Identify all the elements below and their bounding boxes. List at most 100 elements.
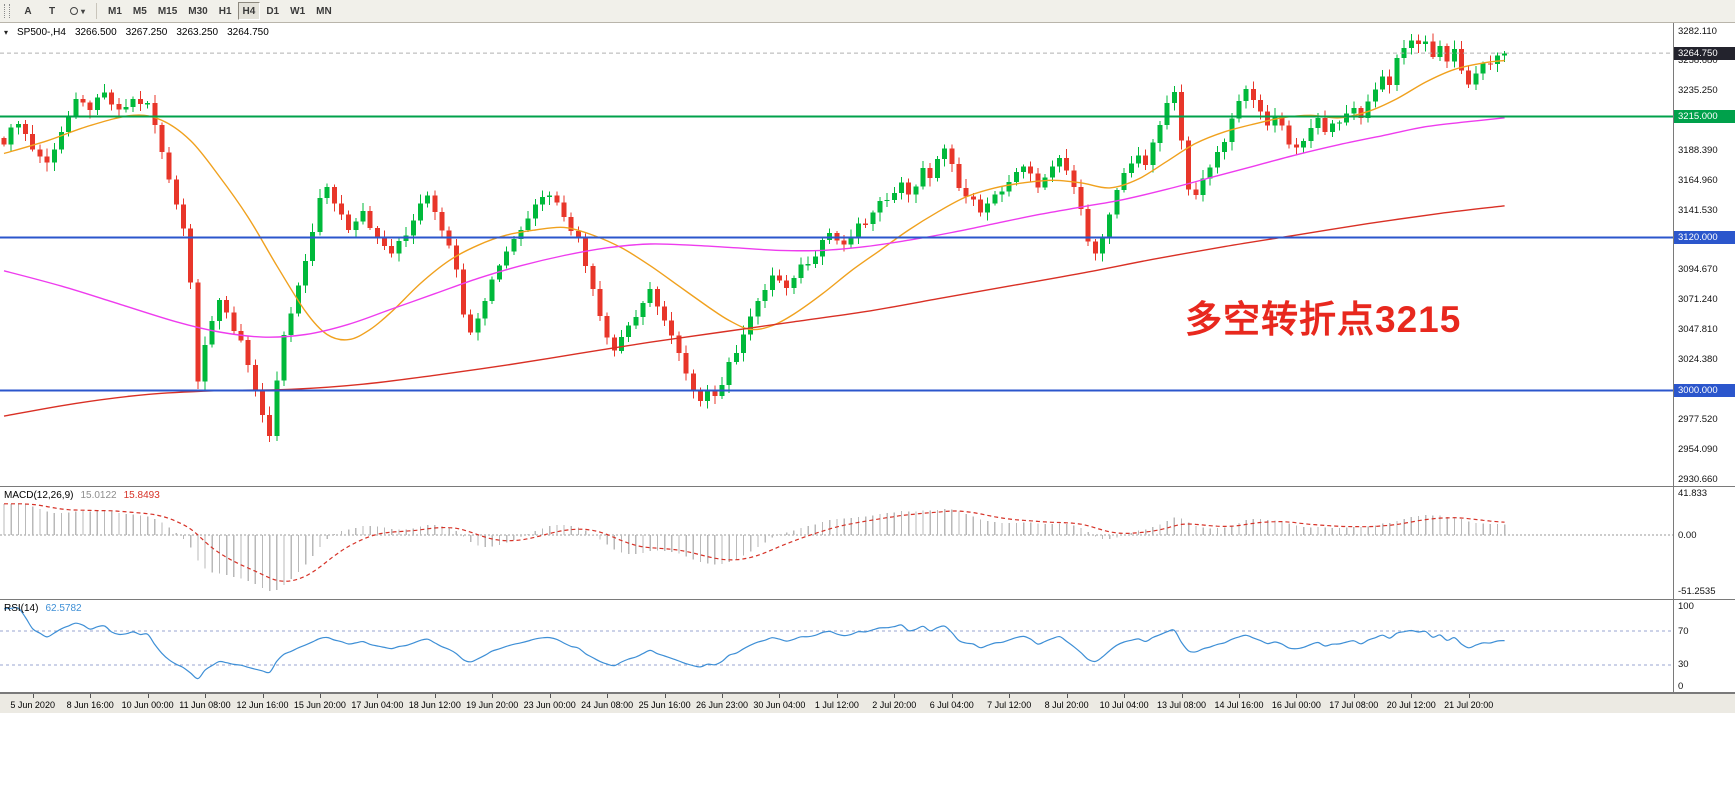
time-axis-tick: [1124, 694, 1126, 698]
moving-average-medium: [3, 117, 1505, 338]
timeframe-button-m15[interactable]: M15: [153, 2, 182, 20]
time-axis-label: 8 Jul 20:00: [1044, 700, 1089, 710]
macd-header: MACD(12,26,9) 15.0122 15.8493: [4, 490, 160, 501]
price-axis-label: 3188.390: [1678, 145, 1718, 156]
hline-price-label: 3000.000: [1674, 384, 1735, 398]
time-axis-label: 12 Jun 16:00: [236, 700, 289, 710]
time-axis-label: 25 Jun 16:00: [638, 700, 691, 710]
time-axis-tick: [549, 694, 551, 698]
macd-chart[interactable]: [0, 487, 1673, 599]
toolbar-drag-handle[interactable]: [4, 4, 10, 18]
timeframe-button-mn[interactable]: MN: [311, 2, 337, 20]
macd-axis[interactable]: 41.833 0.00 -51.2535: [1673, 487, 1735, 600]
rsi-chart[interactable]: [0, 600, 1673, 692]
time-axis-label: 19 Jun 20:00: [466, 700, 519, 710]
timeframe-button-w1[interactable]: W1: [285, 2, 310, 20]
time-axis-label: 7 Jul 12:00: [987, 700, 1032, 710]
ohlc-low: 3263.250: [176, 27, 219, 38]
time-axis-label: 10 Jun 00:00: [121, 700, 174, 710]
price-axis-label: 3258.680: [1678, 55, 1718, 67]
price-axis-label: 2930.660: [1678, 473, 1718, 485]
time-axis-tick: [722, 694, 723, 698]
toolbar: A T ▾ M1 M5 M15 M30 H1 H4 D1 W1 MN: [0, 0, 1735, 23]
text-tool-button[interactable]: T: [41, 2, 63, 20]
time-axis-tick: [664, 694, 666, 698]
rsi-axis-label: 70: [1678, 625, 1689, 637]
rsi-axis[interactable]: 100 70 30 0: [1673, 600, 1735, 693]
macd-panel[interactable]: MACD(12,26,9) 15.0122 15.8493: [0, 487, 1673, 600]
time-axis-tick: [1066, 694, 1068, 698]
text-label-tool-button[interactable]: A: [17, 2, 39, 20]
time-axis-tick: [1009, 694, 1011, 698]
rsi-axis-label: 100: [1678, 600, 1694, 612]
caret-down-icon: ▾: [81, 6, 86, 16]
ohlc-close: 3264.750: [227, 27, 269, 38]
time-axis-tick: [836, 694, 838, 698]
time-axis-label: 8 Jun 16:00: [66, 700, 114, 710]
price-axis-label: 3235.250: [1678, 85, 1718, 97]
time-axis-label: 30 Jun 04:00: [753, 700, 806, 710]
time-axis-label: 1 Jul 12:00: [814, 700, 859, 710]
price-axis-label: 3282.110: [1678, 25, 1717, 37]
rsi-axis-label: 0: [1678, 681, 1684, 692]
timeframe-button-m30[interactable]: M30: [183, 2, 212, 20]
chart-annotation: 多空转折点3215: [1185, 299, 1462, 340]
current-price-label: 3264.750: [1674, 46, 1735, 60]
time-axis-tick: [607, 694, 609, 698]
time-axis-tick: [1468, 694, 1470, 698]
symbol-period: SP500-,H4: [17, 27, 66, 38]
time-axis-tick: [779, 694, 781, 698]
symbol-dropdown-icon[interactable]: ▾: [4, 28, 9, 37]
price-axis-label: 3094.670: [1678, 264, 1718, 276]
price-axis-label: 2977.520: [1678, 413, 1718, 425]
time-axis-tick: [147, 694, 149, 698]
rsi-value: 62.5782: [45, 603, 82, 614]
ohlc-high: 3267.250: [125, 27, 168, 38]
candlestick-chart[interactable]: [0, 23, 1673, 486]
time-axis-tick: [377, 694, 379, 698]
macd-axis-label: 41.833: [1678, 487, 1708, 499]
price-chart-panel[interactable]: ▾ SP500-,H4 3266.500 3267.250 3263.250 3…: [0, 23, 1673, 487]
time-axis-label: 17 Jul 08:00: [1329, 700, 1379, 710]
price-axis-label: 2954.090: [1678, 443, 1718, 455]
time-axis-label: 5 Jun 2020: [10, 700, 55, 710]
price-axis-label: 3024.380: [1678, 354, 1718, 365]
time-axis-label: 6 Jul 04:00: [929, 700, 974, 710]
time-axis-tick: [1181, 694, 1183, 698]
price-axis-label: 3164.960: [1678, 174, 1718, 186]
price-axis[interactable]: 3282.1103258.6803235.2503211.8203188.390…: [1673, 23, 1735, 487]
rsi-panel[interactable]: RSI(14) 62.5782: [0, 600, 1673, 693]
moving-average-fast: [3, 59, 1505, 341]
price-axis-label: 3071.240: [1678, 294, 1718, 306]
macd-label: MACD(12,26,9): [4, 490, 74, 501]
time-axis-label: 10 Jul 04:00: [1099, 700, 1149, 710]
time-axis-tick: [1239, 694, 1240, 698]
time-axis[interactable]: 5 Jun 2020 8 Jun 16:00 10 Jun 00:00 11 Jun …: [0, 693, 1735, 713]
candles: [1, 33, 1508, 443]
timeframe-button-d1[interactable]: D1: [261, 2, 284, 20]
timeframe-button-m1[interactable]: M1: [103, 2, 127, 20]
timeframe-button-h1[interactable]: H1: [214, 2, 237, 20]
time-axis-label: 17 Jun 04:00: [351, 700, 404, 710]
time-axis-tick: [492, 694, 494, 698]
time-axis-tick: [1353, 694, 1355, 698]
time-axis-label: 16 Jul 00:00: [1271, 700, 1321, 710]
shapes-tool-button[interactable]: ▾: [65, 2, 90, 20]
macd-main-value: 15.0122: [80, 490, 117, 501]
macd-signal-line: [4, 503, 1505, 582]
timeframe-button-m5[interactable]: M5: [128, 2, 152, 20]
time-axis-tick: [90, 694, 92, 698]
time-axis-label: 20 Jul 12:00: [1386, 700, 1436, 710]
time-axis-tick: [32, 694, 34, 698]
shapes-icon: [70, 7, 78, 15]
time-axis-label: 18 Jun 12:00: [408, 700, 461, 710]
time-axis-tick: [319, 694, 321, 698]
hline-price-label: 3215.000: [1674, 110, 1735, 123]
price-axis-label: 3047.810: [1678, 324, 1718, 336]
time-axis-label: 11 Jun 08:00: [179, 700, 231, 710]
timeframe-button-h4[interactable]: H4: [237, 2, 261, 20]
time-axis-tick: [262, 694, 264, 698]
hline-price-label: 3120.000: [1674, 231, 1735, 245]
time-axis-tick: [894, 694, 896, 698]
macd-histogram: [3, 503, 1506, 591]
